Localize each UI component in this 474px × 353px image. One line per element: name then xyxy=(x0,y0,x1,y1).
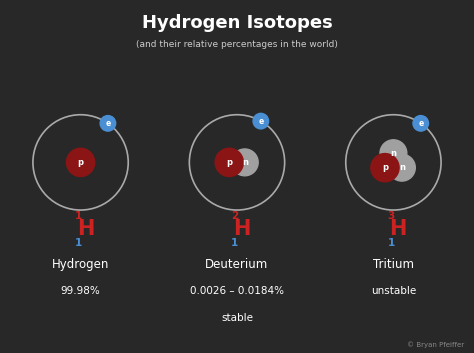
Ellipse shape xyxy=(380,140,407,167)
Text: H: H xyxy=(77,220,94,239)
Text: 2: 2 xyxy=(231,211,238,221)
Ellipse shape xyxy=(100,115,116,131)
Text: H: H xyxy=(390,220,407,239)
Text: e: e xyxy=(258,116,264,126)
Text: 3: 3 xyxy=(387,211,395,221)
Text: p: p xyxy=(226,158,232,167)
Text: Deuterium: Deuterium xyxy=(205,258,269,271)
Ellipse shape xyxy=(253,113,269,129)
Text: 1: 1 xyxy=(74,211,82,221)
Ellipse shape xyxy=(371,154,399,182)
Text: 1: 1 xyxy=(231,238,238,248)
Text: 1: 1 xyxy=(387,238,395,248)
Ellipse shape xyxy=(413,115,428,131)
Text: Hydrogen Isotopes: Hydrogen Isotopes xyxy=(142,14,332,32)
Text: 99.98%: 99.98% xyxy=(61,286,100,296)
Text: unstable: unstable xyxy=(371,286,416,296)
Text: H: H xyxy=(233,220,250,239)
Text: stable: stable xyxy=(221,313,253,323)
Text: p: p xyxy=(382,163,388,172)
Text: n: n xyxy=(391,149,396,158)
Text: Hydrogen: Hydrogen xyxy=(52,258,109,271)
Text: 0.0026 – 0.0184%: 0.0026 – 0.0184% xyxy=(190,286,284,296)
Text: e: e xyxy=(105,119,110,128)
Text: © Bryan Pfeiffer: © Bryan Pfeiffer xyxy=(407,341,465,348)
Ellipse shape xyxy=(389,154,415,181)
Text: 1: 1 xyxy=(74,238,82,248)
Text: n: n xyxy=(242,158,248,167)
Ellipse shape xyxy=(66,148,95,176)
Text: n: n xyxy=(399,163,405,172)
Text: e: e xyxy=(418,119,423,128)
Ellipse shape xyxy=(231,149,258,176)
Text: Tritium: Tritium xyxy=(373,258,414,271)
Text: (and their relative percentages in the world): (and their relative percentages in the w… xyxy=(136,40,338,49)
Ellipse shape xyxy=(215,148,243,176)
Text: p: p xyxy=(78,158,83,167)
